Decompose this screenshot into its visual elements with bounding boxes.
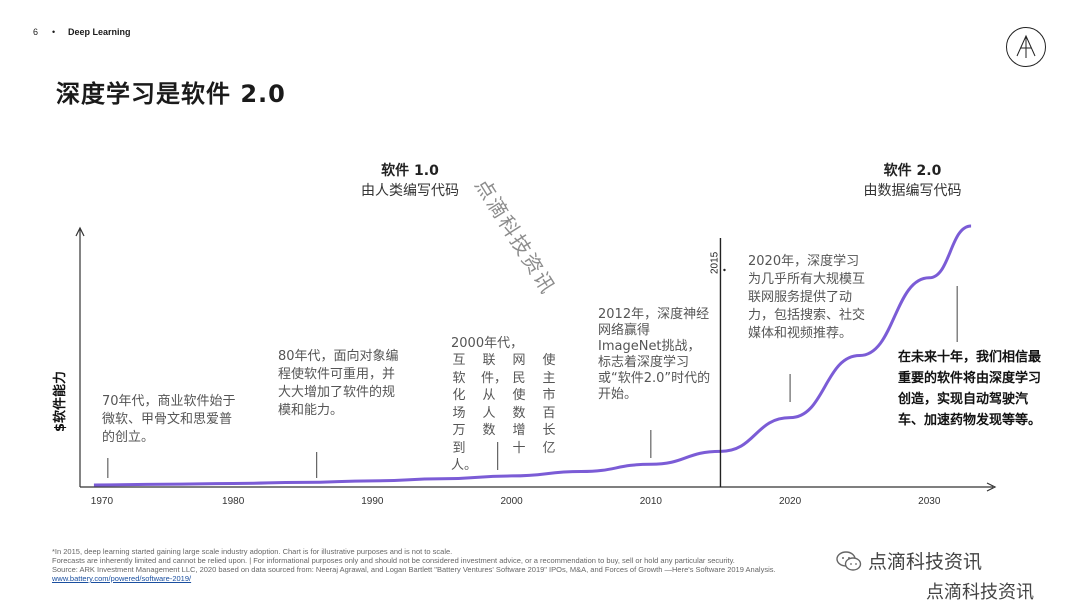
annotation-2000-col: 使主市百长亿: [542, 353, 556, 456]
wechat-icon: [836, 550, 862, 571]
annotation-2000-col: 联件，从人数: [481, 353, 508, 438]
annotation-2000-head: 2000年代，: [451, 336, 524, 351]
ark-logo: [1006, 27, 1046, 67]
wechat-watermark-text: 点滴科技资讯: [868, 551, 983, 573]
software2-subtitle: 由数据编写代码: [863, 183, 962, 199]
software1-title: 软件 1.0: [381, 163, 439, 179]
x-axis-arrow: [986, 482, 997, 492]
footnote-3: Source: ARK Investment Management LLC, 2…: [52, 565, 776, 574]
page-number: 6: [33, 27, 39, 37]
year-marker-dot: [723, 268, 726, 272]
annotation-2012: 2012年，深度神经网络赢得ImageNet挑战，标志着深度学习或“软件2.0”…: [598, 307, 711, 402]
footnote-1: *In 2015, deep learning started gaining …: [52, 547, 453, 556]
x-tick-label: 1990: [361, 496, 384, 507]
watermark-bottom: 点滴科技资讯: [926, 582, 1034, 603]
annotation-1980: 80年代，面向对象编程使软件可重用，并大大增加了软件的规模和能力。: [278, 349, 399, 418]
footnote-link[interactable]: www.battery.com/powered/software-2019/: [52, 574, 192, 583]
x-tick-label: 2020: [779, 496, 802, 507]
x-tick-label: 2010: [640, 496, 663, 507]
capability-curve: [93, 224, 972, 487]
y-axis-arrow: [75, 226, 85, 237]
x-tick-label: 1970: [91, 496, 114, 507]
x-tick-label: 1980: [222, 496, 245, 507]
annotation-2020: 2020年，深度学习为几乎所有大规模互联网服务提供了动力，包括搜索、社交媒体和视…: [748, 254, 866, 341]
annotation-2000-col: 互软化场万到人。: [451, 353, 478, 473]
software2-title: 软件 2.0: [883, 163, 942, 179]
section-label: Deep Learning: [68, 27, 131, 37]
wechat-watermark: 点滴科技资讯: [836, 547, 982, 574]
y-axis-label: $软件能力: [53, 370, 68, 432]
future-statement: 在未来十年，我们相信最重要的软件将由深度学习创造，实现自动驾驶汽车、加速药物发现…: [898, 350, 1042, 428]
x-tick-label: 2000: [500, 496, 523, 507]
header-separator: •: [52, 27, 56, 37]
x-tick-label: 2030: [918, 496, 941, 507]
annotation-2000-col: 网民使数增十: [512, 353, 526, 456]
ark-logo-icon: [1016, 34, 1036, 58]
software1-subtitle: 由人类编写代码: [361, 183, 459, 199]
page-title: 深度学习是软件 2.0: [56, 80, 286, 108]
footnote-2: Forecasts are inherently limited and can…: [52, 556, 735, 565]
annotation-1970: 70年代，商业软件始于微软、甲骨文和思爱普的创立。: [102, 394, 236, 445]
year-marker-label: 2015: [709, 251, 720, 274]
